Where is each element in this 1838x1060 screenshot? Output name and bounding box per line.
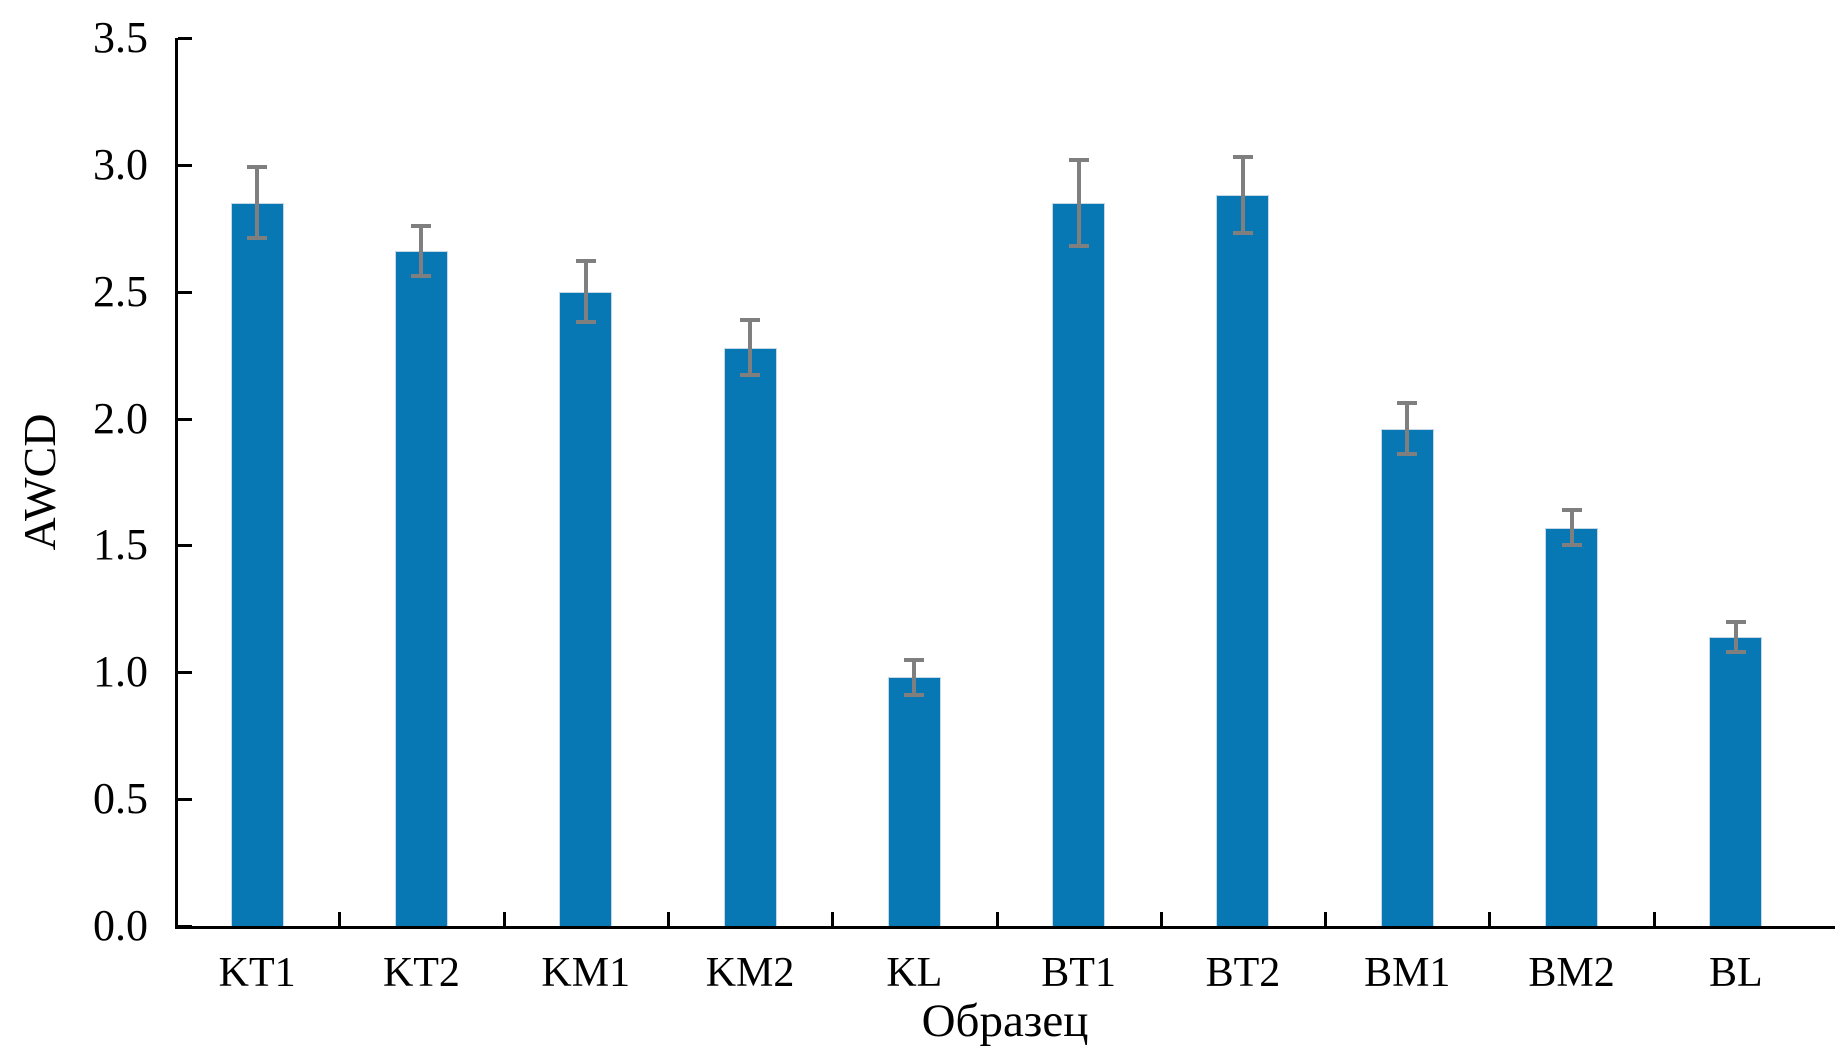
error-bar-line-KM1 [583, 261, 588, 323]
bar-BL [1709, 636, 1763, 927]
error-bar-line-BT1 [1076, 159, 1081, 247]
bar-KL [887, 677, 941, 927]
x-category-label-KL: KL [886, 950, 943, 996]
error-bar-cap-bottom-BL [1725, 649, 1746, 654]
error-bar-cap-top-BM1 [1397, 401, 1418, 406]
x-tick [502, 912, 506, 926]
error-bar-cap-bottom-KT1 [247, 236, 268, 241]
error-bar-line-KT1 [255, 167, 260, 239]
bar-KM2 [723, 347, 777, 927]
x-axis-spine [175, 926, 1835, 929]
y-tick [178, 544, 192, 548]
bar-KM1 [559, 291, 613, 927]
error-bar-cap-bottom-KL [904, 693, 925, 698]
error-bar-cap-bottom-BT1 [1068, 244, 1089, 249]
y-tick [178, 925, 192, 928]
y-tick-label: 1.5 [93, 520, 148, 570]
x-tick [1488, 912, 1492, 926]
error-bar-cap-top-KT2 [411, 223, 432, 228]
error-bar-line-BM2 [1569, 509, 1574, 546]
x-category-label-KM2: KM2 [705, 950, 795, 996]
error-bar-line-KT2 [419, 225, 424, 277]
error-bar-line-BL [1733, 621, 1738, 652]
x-category-label-BM1: BM1 [1364, 950, 1451, 996]
error-bar-cap-bottom-BM1 [1397, 452, 1418, 457]
y-tick [178, 163, 192, 167]
bar-BT2 [1216, 195, 1270, 927]
error-bar-cap-bottom-KM1 [575, 320, 596, 325]
x-category-label-BM2: BM2 [1528, 950, 1615, 996]
error-bar-cap-top-BT1 [1068, 157, 1089, 162]
bar-KT2 [394, 251, 448, 927]
y-tick-label: 0.5 [93, 774, 148, 824]
error-bar-line-BM1 [1405, 403, 1410, 455]
x-category-label-KM1: KM1 [541, 950, 631, 996]
error-bar-cap-bottom-KM2 [740, 373, 761, 378]
error-bar-line-KM2 [748, 319, 753, 376]
x-tick [995, 912, 999, 926]
y-tick-label: 2.5 [93, 266, 148, 316]
y-tick [178, 417, 192, 421]
y-axis-spine [175, 38, 178, 929]
error-bar-cap-top-KM1 [575, 259, 596, 264]
x-tick [338, 912, 342, 926]
error-bar-cap-bottom-BT2 [1232, 231, 1253, 236]
error-bar-cap-top-BM2 [1561, 507, 1582, 512]
x-category-label-KT2: KT2 [382, 950, 460, 996]
y-tick-label: 3.0 [93, 139, 148, 189]
x-axis-title: Образец [921, 995, 1089, 1047]
x-category-label-BT1: BT1 [1041, 950, 1116, 996]
y-tick-label: 1.0 [93, 647, 148, 697]
y-axis-title: AWCD [14, 413, 65, 551]
error-bar-cap-top-KM2 [740, 317, 761, 322]
x-tick [1159, 912, 1163, 926]
error-bar-line-KL [912, 659, 917, 696]
x-category-label-BL: BL [1709, 950, 1763, 996]
error-bar-cap-bottom-KT2 [411, 274, 432, 279]
x-category-label-BT2: BT2 [1205, 950, 1281, 996]
x-tick [666, 912, 670, 926]
y-tick-label: 3.5 [93, 13, 148, 62]
bar-KT1 [230, 202, 284, 927]
x-tick [1652, 912, 1656, 926]
error-bar-cap-top-BT2 [1232, 155, 1253, 160]
error-bar-cap-top-KT1 [247, 165, 268, 170]
error-bar-cap-top-KL [904, 657, 925, 662]
y-tick [178, 798, 192, 802]
y-tick-label: 0.0 [93, 901, 148, 950]
error-bar-line-BT2 [1240, 157, 1245, 234]
bar-BM2 [1545, 527, 1599, 927]
x-tick [1324, 912, 1328, 926]
y-tick [178, 37, 192, 40]
error-bar-cap-top-BL [1725, 619, 1746, 624]
error-bar-cap-bottom-BM2 [1561, 543, 1582, 548]
bar-BT1 [1052, 202, 1106, 927]
x-category-label-KT1: KT1 [218, 950, 296, 996]
y-tick [178, 290, 192, 294]
y-tick-label: 2.0 [93, 393, 148, 443]
y-tick [178, 671, 192, 675]
bar-BM1 [1380, 428, 1434, 927]
x-tick [831, 912, 835, 926]
